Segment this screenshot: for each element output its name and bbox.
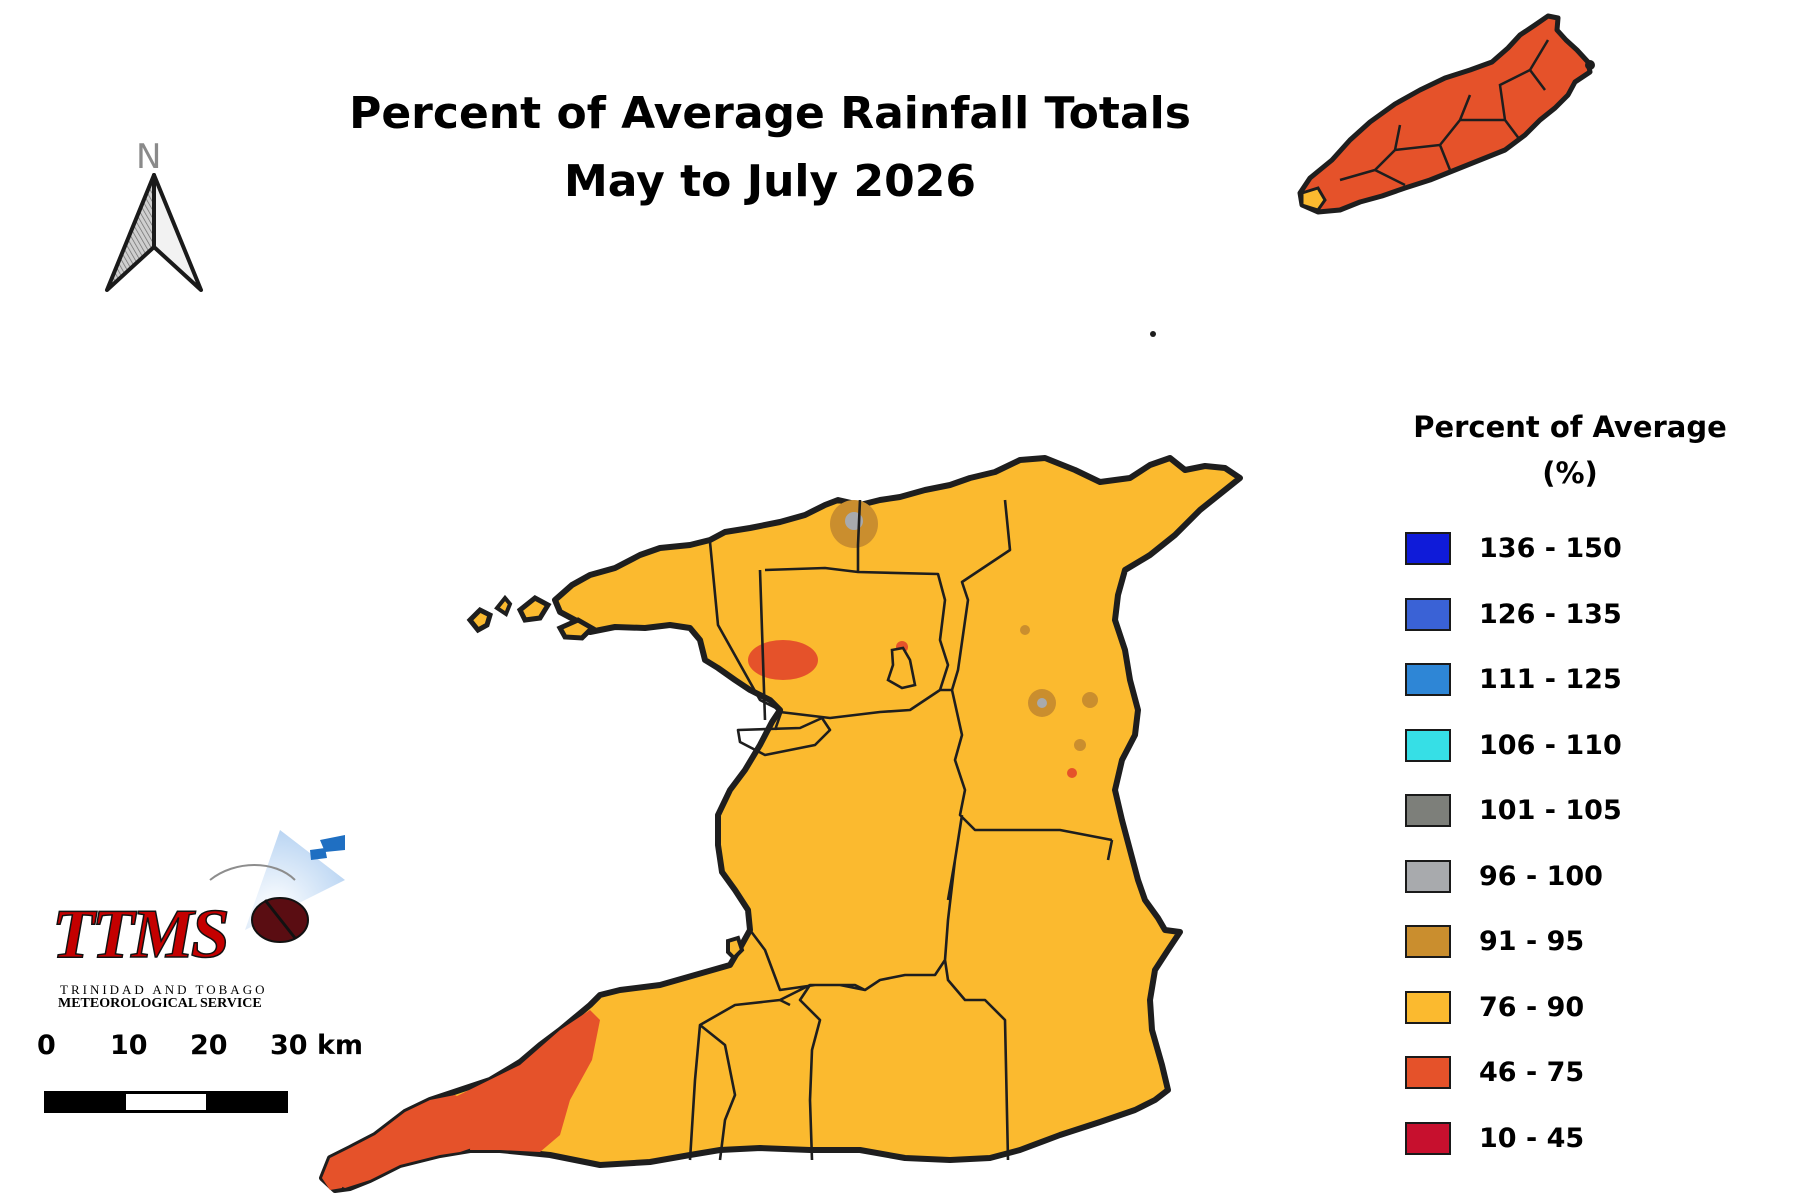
enclave-boundary: [886, 646, 917, 690]
legend-title-line1: Percent of Average: [1413, 410, 1727, 444]
scale-labels: 0 10 20 30 km: [34, 1030, 374, 1064]
legend-label: 106 - 110: [1479, 729, 1622, 761]
tobago-southwest-tip: [1300, 186, 1327, 212]
scale-tick-0: 0: [37, 1030, 56, 1061]
islet-4: [556, 617, 597, 641]
dry-spot-east: [1067, 768, 1077, 778]
scale-segment-3: [205, 1094, 285, 1110]
legend-item: 96 - 100: [1405, 844, 1735, 910]
scale-tick-20: 20: [190, 1030, 228, 1061]
trinidad-outline: [319, 455, 1243, 1193]
legend-swatch: [1405, 728, 1451, 762]
islet-1: [466, 606, 493, 634]
legend-item: 106 - 110: [1405, 713, 1735, 779]
map-title-line1: Percent of Average Rainfall Totals: [349, 88, 1191, 139]
legend-item: 91 - 95: [1405, 909, 1735, 975]
legend-swatch: [1405, 1056, 1451, 1090]
tobago-outline: [1297, 13, 1593, 215]
trinidad-island: [319, 455, 1243, 1193]
islet-2: [494, 594, 513, 618]
west-coast-islet: [726, 935, 745, 961]
north-letter: N: [136, 137, 162, 177]
dry-area-southwest-b: [455, 1010, 600, 1152]
legend-label: 101 - 105: [1479, 795, 1622, 827]
scale-segment-1: [47, 1094, 127, 1110]
logo-name: TTMS: [51, 895, 230, 974]
legend-items: 136 - 150 126 - 135 111 - 125 106 - 110 101 …: [1405, 516, 1735, 1171]
legend-swatch: [1405, 663, 1451, 697]
legend-label: 111 - 125: [1479, 664, 1622, 696]
near-normal-east-d: [1074, 739, 1086, 751]
legend-swatch: [1405, 990, 1451, 1024]
logo-subtitle-1: TRINIDAD AND TOBAGO: [60, 982, 268, 997]
near-normal-east-c: [1020, 625, 1030, 635]
scale-bar: [44, 1091, 288, 1113]
islet-dot: [1150, 331, 1156, 337]
legend-swatch: [1405, 597, 1451, 631]
legend-item: 101 - 105: [1405, 778, 1735, 844]
legend-swatch: [1405, 532, 1451, 566]
map-title: Percent of Average Rainfall Totals May t…: [330, 80, 1210, 216]
dry-area-northwest: [748, 640, 818, 680]
legend-swatch: [1405, 925, 1451, 959]
legend-label: 76 - 90: [1479, 991, 1585, 1023]
map-title-line2: May to July 2026: [564, 156, 976, 207]
ttms-logo-icon: [209, 830, 345, 943]
legend-label: 91 - 95: [1479, 926, 1585, 958]
tobago-parish-boundaries: [1339, 39, 1550, 187]
north-arrow-icon: [105, 173, 203, 292]
scale-tick-30: 30 km: [270, 1030, 364, 1061]
legend-item: 126 - 135: [1405, 582, 1735, 648]
tobago-island: [1297, 13, 1595, 215]
legend-item: 46 - 75: [1405, 1040, 1735, 1106]
legend-item: 76 - 90: [1405, 975, 1735, 1041]
legend-label: 136 - 150: [1479, 533, 1622, 565]
bocas-islands: [466, 594, 745, 961]
legend: Percent of Average (%) 136 - 150 126 - 13…: [1405, 404, 1735, 1171]
legend-item: 111 - 125: [1405, 647, 1735, 713]
tobago-islet: [1585, 60, 1595, 70]
dry-area-southwest-a: [322, 1095, 478, 1188]
trinidad-region-boundaries: [688, 499, 1114, 1161]
legend-label: 96 - 100: [1479, 860, 1603, 892]
legend-item: 10 - 45: [1405, 1106, 1735, 1172]
logo-subtitle-2: METEOROLOGICAL SERVICE: [58, 996, 262, 1011]
legend-label: 126 - 135: [1479, 598, 1622, 630]
islet-3: [516, 595, 552, 623]
legend-title: Percent of Average (%): [1405, 404, 1735, 496]
dry-area-icacos-tip: [322, 1168, 345, 1190]
legend-item: 136 - 150: [1405, 516, 1735, 582]
near-normal-east-b: [1082, 692, 1098, 708]
scale-tick-10: 10: [110, 1030, 148, 1061]
legend-swatch: [1405, 794, 1451, 828]
legend-label: 10 - 45: [1479, 1122, 1585, 1154]
legend-swatch: [1405, 1121, 1451, 1155]
scale-segment-2: [126, 1094, 206, 1110]
legend-label: 46 - 75: [1479, 1057, 1585, 1089]
normal-east-a: [1037, 698, 1047, 708]
legend-title-line2: (%): [1542, 456, 1598, 490]
legend-swatch: [1405, 859, 1451, 893]
